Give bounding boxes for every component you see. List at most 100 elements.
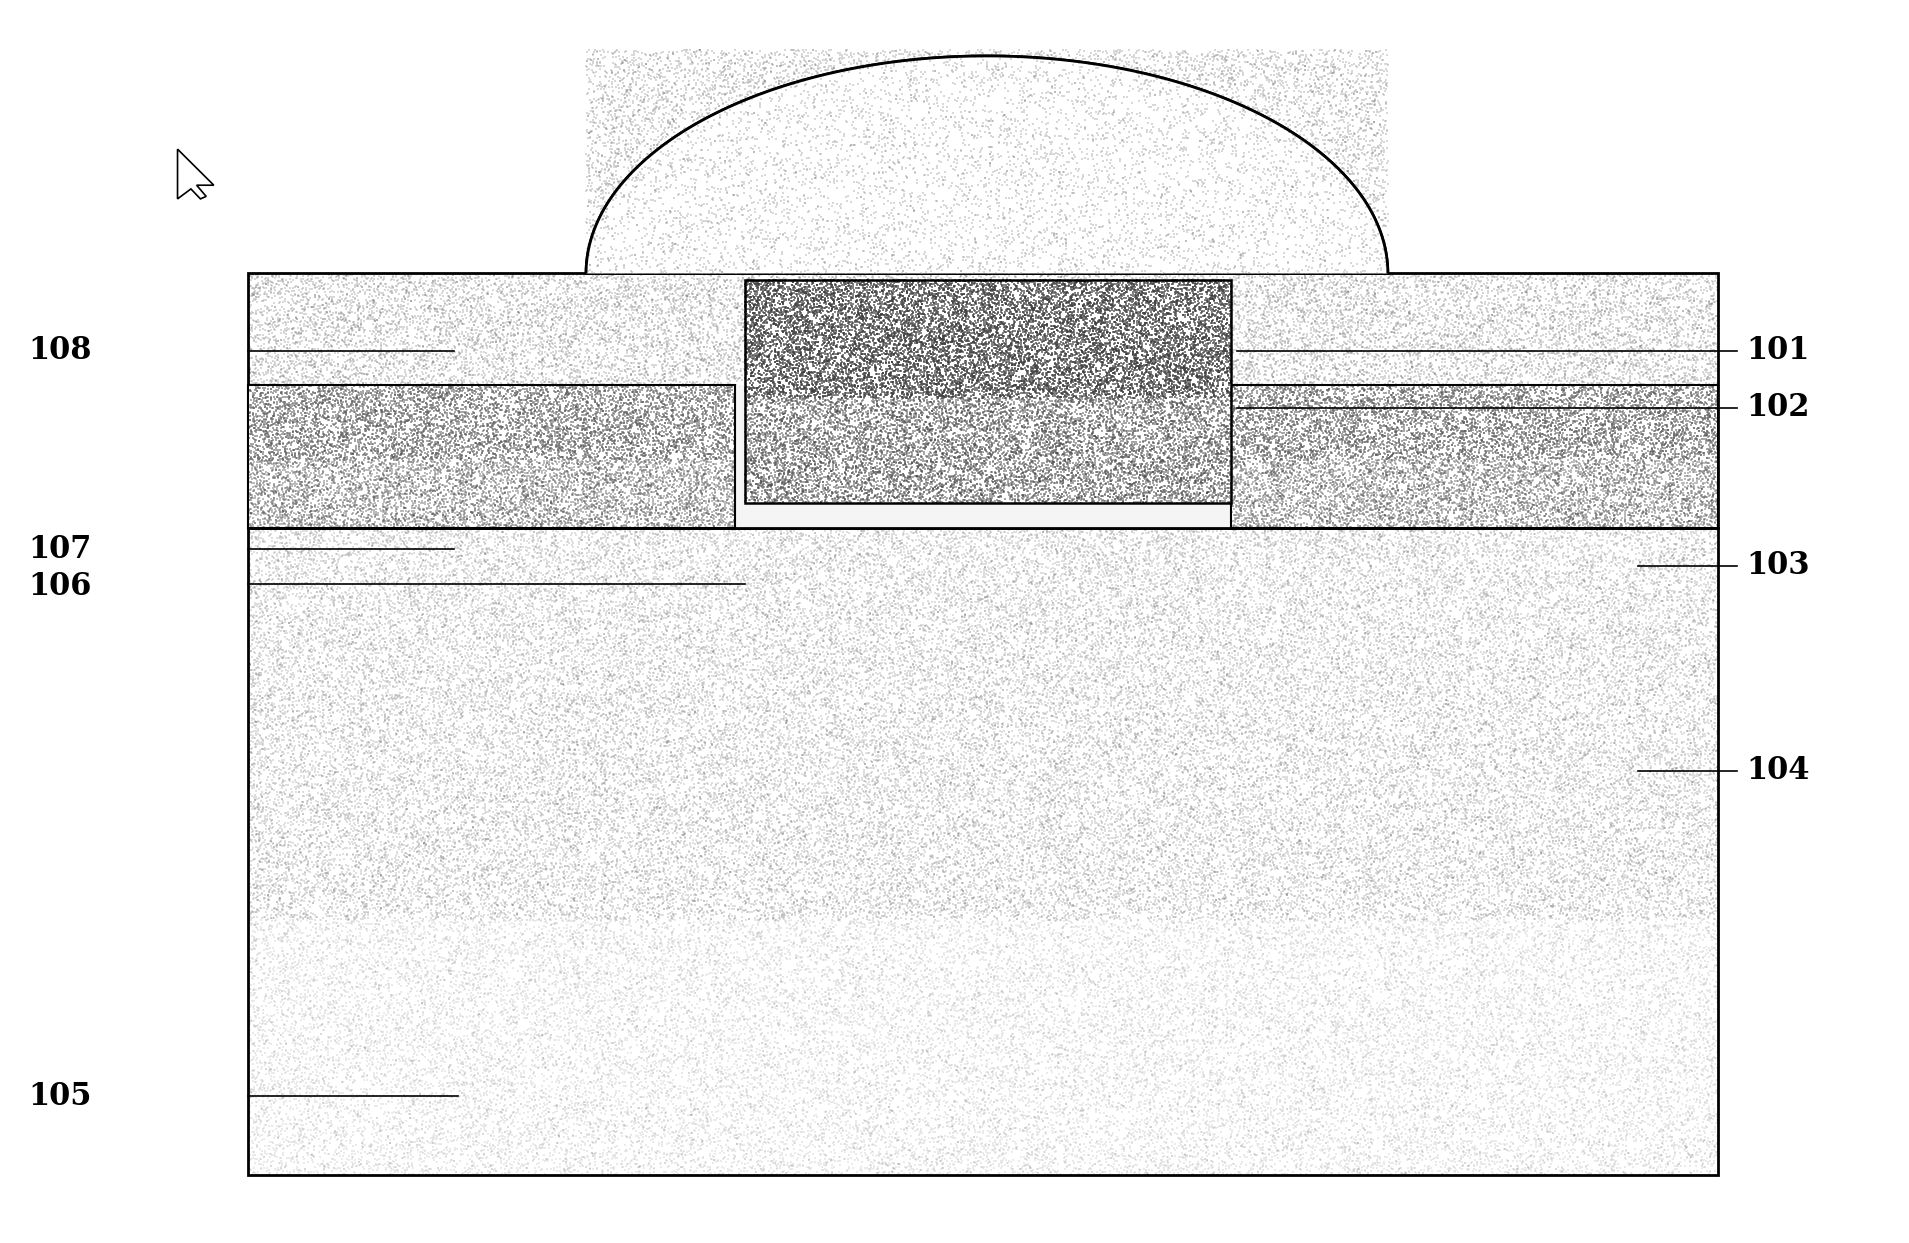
Point bbox=[1075, 655, 1105, 675]
Point bbox=[954, 429, 985, 449]
Point bbox=[239, 573, 269, 593]
Point bbox=[1014, 737, 1044, 757]
Point bbox=[1609, 379, 1640, 399]
Point bbox=[748, 278, 779, 298]
Point bbox=[1352, 1156, 1382, 1176]
Point bbox=[634, 61, 664, 81]
Point bbox=[893, 322, 924, 342]
Point bbox=[926, 384, 956, 404]
Point bbox=[662, 124, 693, 144]
Point bbox=[1273, 978, 1304, 998]
Point bbox=[1069, 272, 1100, 292]
Point bbox=[466, 620, 496, 640]
Point bbox=[706, 976, 737, 996]
Point bbox=[1443, 456, 1474, 476]
Point bbox=[1203, 804, 1233, 824]
Point bbox=[1296, 1137, 1327, 1157]
Point bbox=[863, 418, 893, 438]
Point bbox=[368, 1032, 399, 1052]
Point bbox=[355, 348, 386, 368]
Point bbox=[1145, 418, 1176, 438]
Point bbox=[1092, 416, 1122, 436]
Point bbox=[920, 679, 951, 699]
Point bbox=[1556, 510, 1586, 530]
Point bbox=[1378, 1147, 1409, 1167]
Point bbox=[1384, 357, 1415, 377]
Point bbox=[1579, 518, 1609, 538]
Point bbox=[788, 227, 819, 247]
Point bbox=[699, 979, 729, 999]
Point bbox=[893, 518, 924, 538]
Point bbox=[391, 1126, 422, 1146]
Point bbox=[1455, 435, 1485, 455]
Point bbox=[699, 158, 729, 178]
Point bbox=[869, 341, 899, 360]
Point bbox=[1109, 336, 1140, 355]
Point bbox=[1212, 326, 1243, 346]
Point bbox=[1117, 443, 1147, 462]
Point bbox=[1269, 267, 1300, 287]
Point bbox=[829, 863, 859, 883]
Point bbox=[1434, 459, 1464, 479]
Point bbox=[882, 425, 913, 445]
Point bbox=[661, 840, 691, 860]
Point bbox=[632, 97, 662, 117]
Point bbox=[1052, 910, 1082, 930]
Point bbox=[1151, 467, 1182, 487]
Point bbox=[859, 1064, 890, 1084]
Point bbox=[764, 472, 794, 492]
Point bbox=[260, 837, 290, 856]
Point bbox=[855, 351, 886, 370]
Point bbox=[945, 122, 975, 142]
Point bbox=[974, 613, 1004, 633]
Point bbox=[456, 725, 487, 745]
Point bbox=[1113, 264, 1143, 283]
Point bbox=[827, 774, 857, 794]
Point bbox=[1451, 1104, 1481, 1124]
Point bbox=[953, 344, 983, 364]
Point bbox=[1642, 763, 1672, 783]
Point bbox=[1447, 423, 1478, 443]
Point bbox=[601, 160, 632, 180]
Point bbox=[769, 436, 800, 456]
Point bbox=[1014, 723, 1044, 743]
Point bbox=[1059, 297, 1090, 317]
Point bbox=[892, 452, 922, 472]
Point bbox=[1098, 562, 1128, 582]
Point bbox=[620, 180, 651, 200]
Point bbox=[512, 1008, 542, 1028]
Point bbox=[1415, 866, 1445, 886]
Point bbox=[441, 414, 472, 434]
Point bbox=[594, 871, 624, 891]
Point bbox=[1590, 1016, 1621, 1035]
Point bbox=[559, 991, 590, 1011]
Point bbox=[1625, 430, 1655, 450]
Point bbox=[1567, 423, 1598, 443]
Point bbox=[1699, 1075, 1730, 1095]
Point bbox=[962, 1091, 993, 1111]
Point bbox=[1117, 392, 1147, 411]
Point bbox=[281, 487, 311, 507]
Point bbox=[561, 825, 592, 845]
Point bbox=[443, 583, 473, 603]
Point bbox=[708, 389, 739, 409]
Point bbox=[960, 449, 991, 469]
Point bbox=[716, 1095, 746, 1115]
Point bbox=[435, 388, 466, 408]
Point bbox=[1464, 979, 1495, 999]
Point bbox=[368, 513, 399, 533]
Point bbox=[1617, 415, 1647, 435]
Point bbox=[1670, 577, 1701, 597]
Point bbox=[922, 999, 953, 1019]
Point bbox=[1422, 271, 1453, 291]
Point bbox=[664, 778, 695, 798]
Point bbox=[1325, 300, 1355, 319]
Point bbox=[1415, 450, 1445, 470]
Point bbox=[956, 865, 987, 885]
Point bbox=[519, 438, 550, 457]
Point bbox=[548, 1099, 578, 1119]
Point bbox=[966, 1147, 996, 1167]
Point bbox=[1348, 1144, 1378, 1163]
Point bbox=[1206, 470, 1237, 490]
Point bbox=[1294, 76, 1325, 96]
